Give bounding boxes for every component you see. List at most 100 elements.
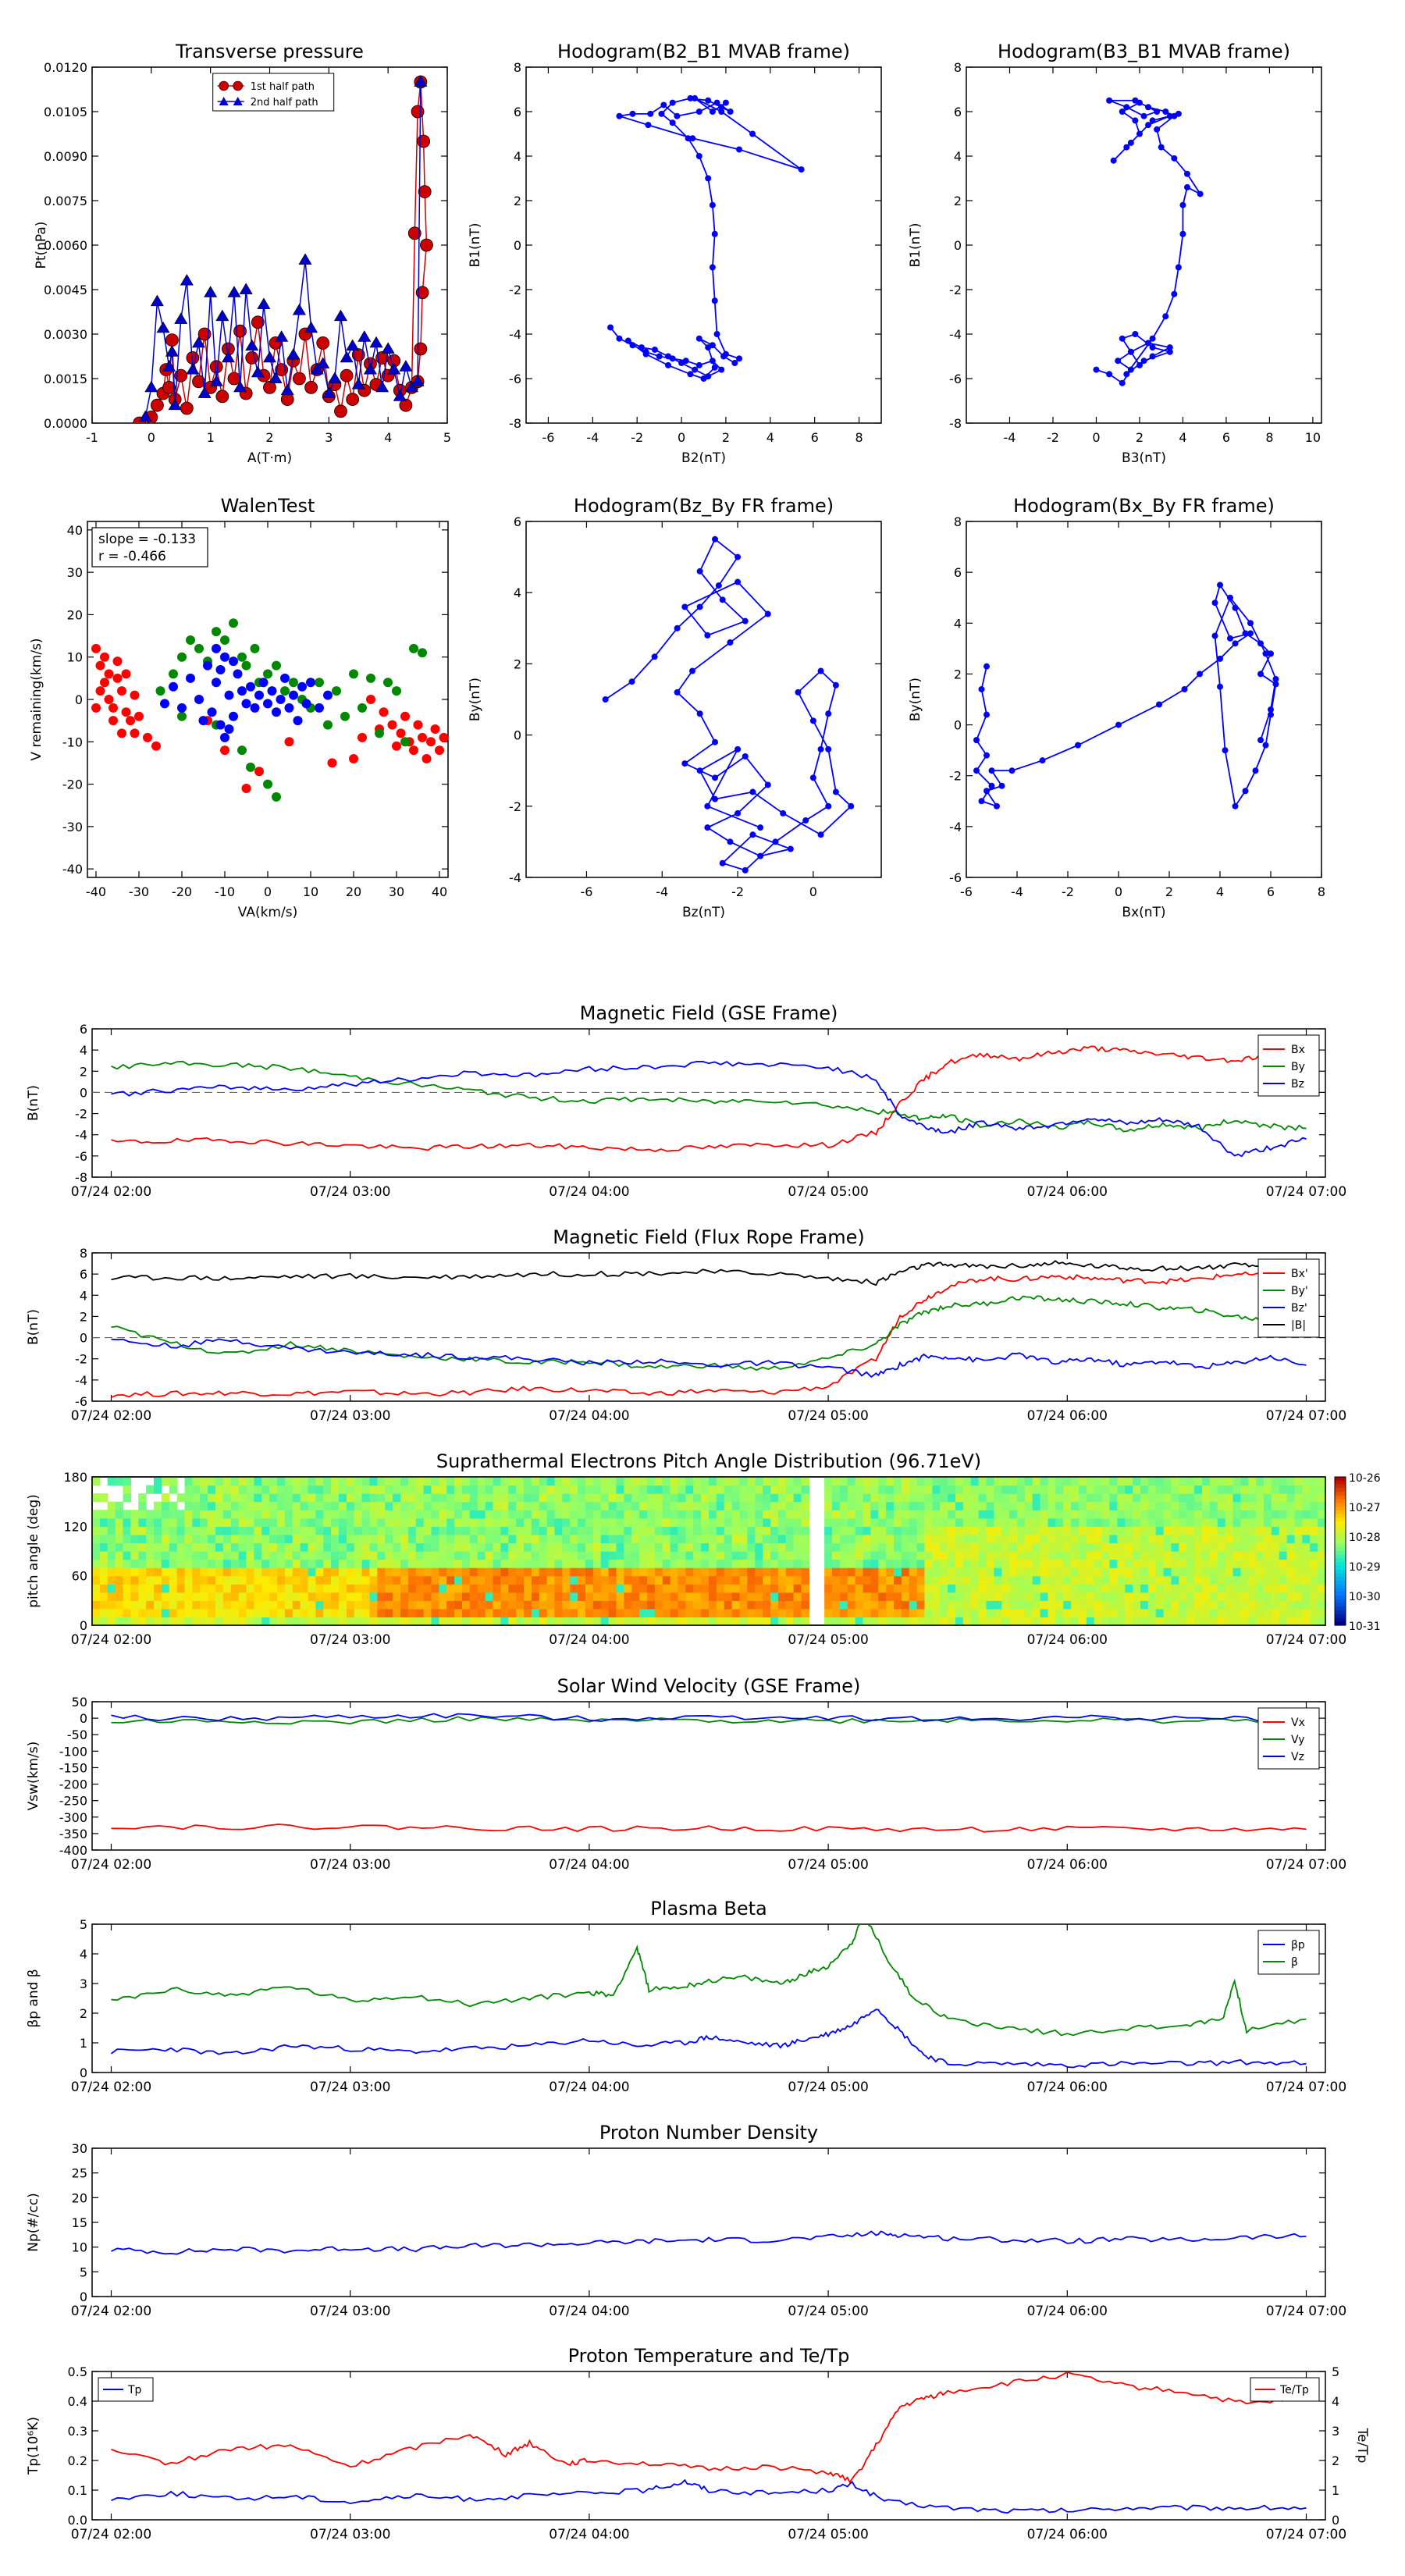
heatmap-cell	[1109, 1477, 1118, 1486]
heatmap-cell	[176, 1551, 186, 1560]
heatmap-cell	[785, 1551, 795, 1560]
heatmap-cell	[678, 1493, 686, 1503]
heatmap-cell	[962, 1493, 972, 1503]
heatmap-cell	[647, 1551, 656, 1560]
heatmap-cell	[130, 1559, 139, 1568]
heatmap-cell	[1140, 1477, 1149, 1486]
heatmap-cell	[146, 1551, 155, 1560]
heatmap-cell	[215, 1526, 224, 1535]
heatmap-cell	[978, 1608, 987, 1618]
heatmap-cell	[369, 1493, 378, 1503]
heatmap-cell	[701, 1510, 710, 1519]
heatmap-cell	[246, 1510, 254, 1519]
heatmap-cell	[592, 1534, 602, 1544]
heatmap-cell	[1086, 1477, 1095, 1486]
data-point	[276, 695, 286, 704]
colorbar-label: 10-27	[1349, 1502, 1381, 1514]
heatmap-cell	[1163, 1510, 1172, 1519]
heatmap-cell	[200, 1493, 208, 1503]
data-point	[239, 283, 253, 294]
heatmap-cell	[238, 1575, 247, 1585]
data-point	[1154, 109, 1161, 115]
heatmap-cell	[331, 1551, 340, 1560]
heatmap-cell	[354, 1501, 363, 1510]
heatmap-cell	[208, 1551, 216, 1560]
heatmap-cell	[685, 1534, 694, 1544]
heatmap-cell	[246, 1584, 254, 1593]
heatmap-cell	[524, 1592, 532, 1601]
heatmap-cell	[493, 1534, 501, 1544]
heatmap-cell	[1171, 1608, 1179, 1618]
heatmap-cell	[115, 1477, 124, 1486]
heatmap-cell	[1017, 1510, 1026, 1519]
heatmap-cell	[354, 1617, 363, 1626]
heatmap-cell	[192, 1617, 201, 1626]
heatmap-cell	[92, 1526, 101, 1535]
heatmap-cell	[1225, 1517, 1234, 1527]
heatmap-cell	[1071, 1559, 1080, 1568]
data-point	[117, 686, 126, 696]
heatmap-cell	[1279, 1517, 1288, 1527]
heatmap-cell	[1024, 1510, 1033, 1519]
heatmap-cell	[369, 1559, 378, 1568]
heatmap-cell	[208, 1485, 216, 1494]
data-point	[719, 596, 726, 603]
heatmap-cell	[246, 1485, 254, 1494]
data-point	[250, 643, 260, 653]
plot-area	[110, 1924, 1307, 2069]
heatmap-cell	[785, 1542, 795, 1552]
heatmap-cell	[932, 1534, 941, 1544]
heatmap-cell	[1310, 1542, 1318, 1552]
heatmap-cell	[369, 1551, 378, 1560]
heatmap-cell	[269, 1542, 278, 1552]
heatmap-cell	[1171, 1517, 1179, 1527]
heatmap-cell	[863, 1477, 871, 1486]
plot-frame	[966, 66, 1322, 424]
heatmap-cell	[261, 1485, 270, 1494]
heatmap-cell	[1079, 1526, 1087, 1535]
heatmap-cell	[407, 1477, 417, 1486]
heatmap-cell	[208, 1559, 216, 1568]
heatmap-cell	[1024, 1567, 1033, 1577]
data-point	[1166, 112, 1173, 119]
heatmap-cell	[123, 1551, 131, 1560]
colorbar-cell	[1335, 1588, 1346, 1592]
heatmap-cell	[500, 1600, 509, 1610]
heatmap-cell	[785, 1510, 795, 1519]
heatmap-cell	[693, 1485, 702, 1494]
heatmap-cell	[323, 1559, 332, 1568]
heatmap-cell	[747, 1517, 756, 1527]
x-tick-label: -4	[1011, 884, 1023, 899]
heatmap-cell	[948, 1575, 956, 1585]
heatmap-cell	[130, 1510, 139, 1519]
heatmap-cell	[924, 1551, 933, 1560]
heatmap-cell	[407, 1559, 417, 1568]
data-point	[328, 372, 342, 383]
heatmap-cell	[824, 1575, 833, 1585]
heatmap-cell	[739, 1559, 748, 1568]
heatmap-cell	[1117, 1584, 1126, 1593]
heatmap-cell	[1055, 1501, 1064, 1510]
heatmap-cell	[138, 1551, 147, 1560]
heatmap-cell	[600, 1592, 610, 1601]
annotation-box	[91, 527, 208, 568]
heatmap-cell	[1232, 1584, 1241, 1593]
heatmap-cell	[123, 1485, 131, 1494]
heatmap-cell	[755, 1600, 763, 1610]
data-point	[272, 792, 281, 802]
heatmap-cell	[793, 1608, 802, 1618]
data-point	[333, 309, 348, 322]
panel-title: Magnetic Field (GSE Frame)	[580, 1002, 838, 1024]
x-tick-label: 07/24 05:00	[788, 2304, 868, 2319]
heatmap-cell	[200, 1526, 208, 1535]
heatmap-cell	[855, 1477, 864, 1486]
heatmap-cell	[339, 1575, 347, 1585]
heatmap-cell	[770, 1584, 779, 1593]
heatmap-cell	[647, 1608, 656, 1618]
heatmap-cell	[685, 1517, 694, 1527]
heatmap-cell	[115, 1608, 124, 1618]
heatmap-cell	[485, 1551, 494, 1560]
heatmap-cell	[115, 1567, 124, 1577]
heatmap-cell	[462, 1493, 471, 1503]
y-tick-label: 0.0120	[44, 60, 87, 75]
